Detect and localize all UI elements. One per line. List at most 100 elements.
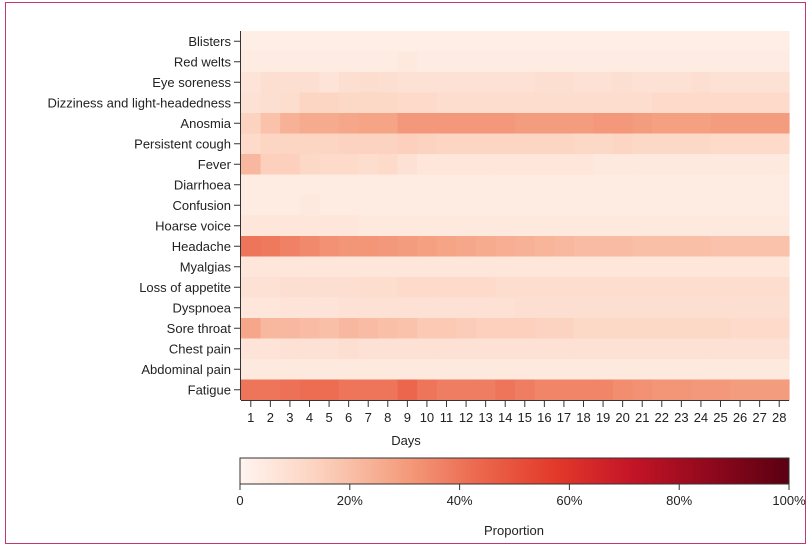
x-tick-label: 18 <box>576 410 590 425</box>
heatmap-cell <box>749 174 771 196</box>
heatmap-cell <box>319 113 340 135</box>
heatmap-cell <box>299 318 320 340</box>
heatmap-cell <box>378 318 399 340</box>
heatmap-cell <box>691 297 712 319</box>
heatmap-cell <box>260 133 281 155</box>
heatmap-cell <box>456 256 477 278</box>
y-tick-label: Confusion <box>172 198 231 213</box>
heatmap-cell <box>710 297 731 319</box>
heatmap-cell <box>241 236 262 258</box>
heatmap-cell <box>280 92 301 114</box>
heatmap-cell <box>769 215 790 237</box>
heatmap-cell <box>319 379 340 401</box>
heatmap-cell <box>749 359 771 381</box>
heatmap-cell <box>671 318 692 340</box>
heatmap-cell <box>358 154 379 176</box>
heatmap-cell <box>338 195 360 217</box>
heatmap-cell <box>397 338 418 360</box>
heatmap-cell <box>573 195 594 217</box>
heatmap-cell <box>436 215 457 237</box>
heatmap-cell <box>632 379 653 401</box>
heatmap-cell <box>299 256 320 278</box>
heatmap-cell <box>475 72 497 94</box>
heatmap-cell <box>710 133 731 155</box>
heatmap-cell <box>730 359 751 381</box>
heatmap-cell <box>691 359 712 381</box>
heatmap-cell <box>573 256 594 278</box>
heatmap-cell <box>338 359 360 381</box>
heatmap-cell <box>573 113 594 135</box>
heatmap-cell <box>280 297 301 319</box>
heatmap-cell <box>260 359 281 381</box>
colorbar-tick-label: 20% <box>337 493 363 508</box>
heatmap-cell <box>612 113 634 135</box>
heatmap-cell <box>730 133 751 155</box>
heatmap-cell <box>515 359 536 381</box>
heatmap-cell <box>749 297 771 319</box>
heatmap-cell <box>456 51 477 73</box>
heatmap-cell <box>691 92 712 114</box>
heatmap-cell <box>495 379 516 401</box>
heatmap-cell <box>495 359 516 381</box>
heatmap-cell <box>554 31 575 53</box>
heatmap-cell <box>436 133 457 155</box>
heatmap-cell <box>534 256 555 278</box>
heatmap-cell <box>632 277 653 299</box>
heatmap-cell <box>573 359 594 381</box>
heatmap-cell <box>554 277 575 299</box>
x-tick-label: 22 <box>655 410 669 425</box>
heatmap-cell <box>749 277 771 299</box>
heatmap-cell <box>612 154 634 176</box>
heatmap-cell <box>515 236 536 258</box>
heatmap-cell <box>749 51 771 73</box>
heatmap-cell <box>456 72 477 94</box>
heatmap-cell <box>534 133 555 155</box>
heatmap-cell <box>495 113 516 135</box>
heatmap-cell <box>652 256 673 278</box>
heatmap-cell <box>573 215 594 237</box>
heatmap-cell <box>397 72 418 94</box>
heatmap-cell <box>515 72 536 94</box>
heatmap-cell <box>573 236 594 258</box>
heatmap-cell <box>730 236 751 258</box>
heatmap-cell <box>495 297 516 319</box>
heatmap-cell <box>534 236 555 258</box>
heatmap-cell <box>652 318 673 340</box>
heatmap-cell <box>554 195 575 217</box>
heatmap-cell <box>260 379 281 401</box>
heatmap-cell <box>299 195 320 217</box>
heatmap-cell <box>632 51 653 73</box>
heatmap-cell <box>495 174 516 196</box>
y-tick-label: Dyspnoea <box>172 300 231 315</box>
heatmap-cell <box>397 277 418 299</box>
heatmap-cell <box>436 277 457 299</box>
heatmap-cell <box>730 113 751 135</box>
heatmap-cell <box>358 256 379 278</box>
heatmap-cell <box>573 51 594 73</box>
heatmap-cell <box>417 154 438 176</box>
heatmap-cell <box>593 236 614 258</box>
heatmap-cell <box>280 174 301 196</box>
heatmap-cell <box>769 256 790 278</box>
heatmap-cell <box>632 133 653 155</box>
heatmap-cell <box>612 236 634 258</box>
y-tick-label: Anosmia <box>180 116 231 131</box>
heatmap-cell <box>749 236 771 258</box>
heatmap-cell <box>260 195 281 217</box>
heatmap-cell <box>475 379 497 401</box>
y-tick-label: Loss of appetite <box>139 280 231 295</box>
heatmap-cell <box>691 215 712 237</box>
x-tick-label: 28 <box>772 410 786 425</box>
heatmap-cell <box>378 236 399 258</box>
heatmap-cell <box>710 154 731 176</box>
heatmap-cell <box>299 215 320 237</box>
heatmap-cell <box>280 72 301 94</box>
heatmap-cell <box>515 338 536 360</box>
x-tick-label: 26 <box>733 410 747 425</box>
heatmap-cell <box>436 174 457 196</box>
heatmap-cell <box>358 51 379 73</box>
heatmap-cell <box>397 113 418 135</box>
colorbar-tick-label: 60% <box>556 493 582 508</box>
heatmap-cell <box>593 297 614 319</box>
heatmap-cell <box>573 31 594 53</box>
